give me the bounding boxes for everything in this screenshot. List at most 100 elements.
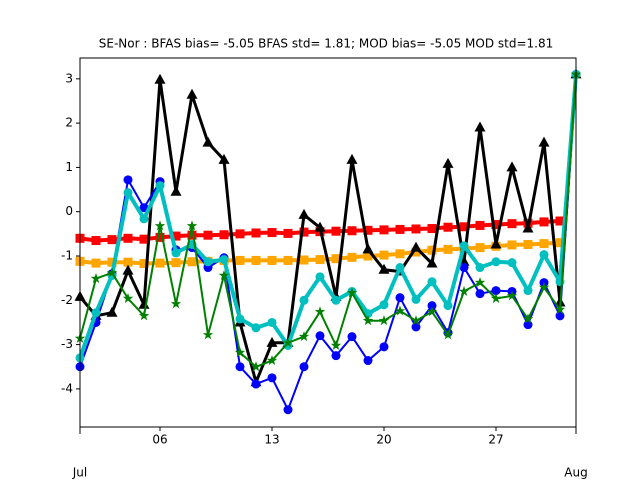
marker — [267, 373, 277, 383]
marker — [362, 315, 374, 326]
marker — [139, 234, 149, 244]
marker — [123, 257, 133, 267]
marker — [363, 356, 373, 366]
marker — [154, 220, 166, 231]
marker — [459, 241, 469, 251]
marker — [283, 228, 293, 238]
marker — [490, 238, 502, 249]
marker — [171, 258, 181, 268]
marker — [426, 306, 438, 317]
y-tick-label: 2 — [65, 116, 73, 130]
marker — [203, 230, 213, 240]
marker — [251, 255, 261, 265]
marker — [506, 290, 518, 301]
marker — [266, 336, 278, 347]
marker — [298, 331, 310, 342]
marker — [491, 220, 501, 230]
marker — [267, 228, 277, 238]
marker — [234, 347, 246, 357]
marker — [411, 247, 421, 257]
marker — [107, 235, 117, 245]
marker — [427, 224, 437, 234]
marker — [331, 254, 341, 264]
marker — [267, 255, 277, 265]
marker — [202, 329, 214, 340]
marker — [171, 248, 181, 258]
marker — [426, 257, 438, 268]
marker — [523, 320, 533, 330]
marker — [507, 219, 517, 229]
y-tick-label: -4 — [61, 381, 73, 395]
marker — [267, 317, 277, 327]
marker — [283, 405, 293, 415]
marker — [522, 313, 534, 324]
marker — [202, 136, 214, 147]
x-month-label: Aug — [564, 466, 587, 480]
marker — [378, 263, 390, 274]
y-tick-label: -2 — [61, 293, 73, 307]
marker — [122, 264, 134, 275]
marker — [378, 315, 390, 326]
marker — [299, 295, 309, 305]
marker — [218, 153, 230, 164]
marker — [394, 305, 406, 316]
marker — [138, 298, 150, 309]
marker — [107, 257, 117, 267]
marker — [170, 185, 182, 196]
marker — [459, 263, 469, 273]
chart-title: SE-Nor : BFAS bias= -5.05 BFAS std= 1.81… — [99, 37, 553, 51]
marker — [123, 175, 133, 185]
marker — [347, 226, 357, 236]
series — [74, 68, 582, 387]
marker — [218, 270, 230, 280]
marker — [458, 285, 470, 296]
marker — [171, 231, 181, 241]
marker — [347, 252, 357, 262]
marker — [507, 240, 517, 250]
marker — [474, 121, 486, 132]
marker — [474, 277, 486, 287]
marker — [251, 228, 261, 238]
marker — [155, 181, 165, 191]
marker — [395, 249, 405, 259]
marker — [475, 289, 485, 299]
marker — [555, 311, 565, 321]
marker — [187, 257, 197, 267]
marker — [123, 188, 133, 198]
marker — [106, 306, 118, 317]
marker — [362, 243, 374, 254]
marker — [555, 216, 565, 226]
marker — [155, 232, 165, 242]
marker — [395, 263, 405, 273]
marker — [235, 362, 245, 372]
y-tick-label: -3 — [61, 337, 73, 351]
marker — [411, 224, 421, 234]
marker — [538, 282, 550, 292]
marker — [298, 208, 310, 219]
marker — [411, 322, 421, 332]
y-tick-label: 0 — [65, 204, 73, 218]
marker — [363, 225, 373, 235]
marker — [91, 258, 101, 268]
marker — [411, 294, 421, 304]
marker — [331, 295, 341, 305]
marker — [475, 263, 485, 273]
series-line — [79, 74, 577, 411]
marker — [139, 214, 149, 224]
marker — [346, 153, 358, 164]
marker — [442, 329, 454, 340]
marker — [331, 226, 341, 236]
marker — [299, 362, 309, 372]
marker — [506, 161, 518, 172]
marker — [346, 287, 358, 298]
marker — [155, 258, 165, 268]
marker — [475, 243, 485, 253]
marker — [314, 221, 326, 232]
marker — [250, 361, 262, 372]
plot-frame — [79, 57, 577, 428]
marker — [395, 224, 405, 234]
marker — [379, 342, 389, 352]
marker — [522, 222, 534, 233]
y-tick-label: -1 — [61, 249, 73, 263]
marker — [427, 245, 437, 255]
